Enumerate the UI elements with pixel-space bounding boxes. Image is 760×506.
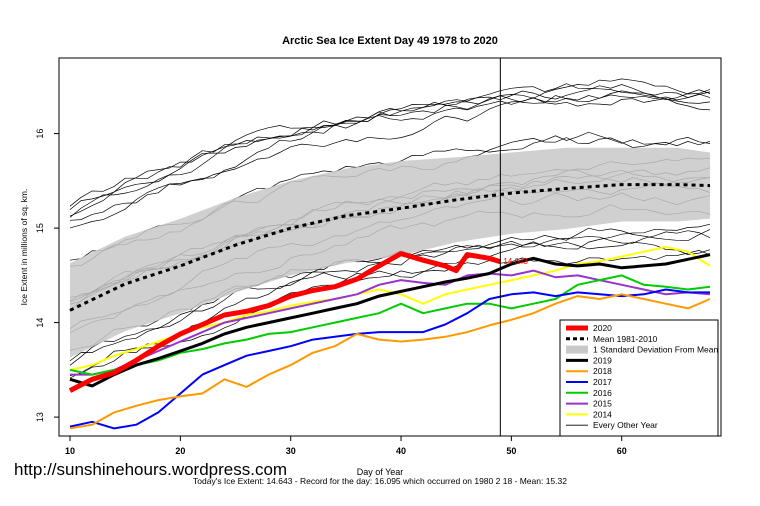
y-tick-label: 13 [35,412,45,422]
legend-swatch [566,345,588,354]
y-tick-label: 16 [35,129,45,139]
every-other-year-line [69,90,711,221]
every-other-year-line [69,83,711,218]
x-axis-ticks: 10 20 30 40 50 60 [65,436,627,456]
chart-title: Arctic Sea Ice Extent Day 49 1978 to 202… [282,35,498,47]
x-tick-label: 40 [396,446,406,456]
legend-label: 1 Standard Deviation From Mean [593,345,718,355]
mean-line-group [69,183,711,312]
series-line-2019 [69,253,711,388]
legend-label: 2017 [593,377,612,387]
series-lines [68,246,711,430]
y-tick-label: 15 [35,223,45,233]
legend-label: 2018 [593,366,612,376]
legend-label: Every Other Year [593,420,658,430]
legend-label: 2015 [593,399,612,409]
legend-box [559,319,719,437]
x-tick-label: 60 [617,446,627,456]
every-other-year-line [69,97,711,229]
current-value-label: 14.643 [503,257,528,266]
y-axis-ticks: 13 14 15 16 [35,129,59,422]
every-other-year-line [69,78,711,207]
legend-label: Mean 1981-2010 [593,334,658,344]
x-tick-label: 50 [506,446,516,456]
every-other-year-line [69,91,711,210]
x-tick-label: 10 [65,446,75,456]
series-line-2015 [70,269,711,376]
legend-label: 2016 [593,388,612,398]
series-line-2020 [68,251,502,393]
series-line-2018 [69,293,711,430]
series-line-2016 [69,274,711,376]
x-tick-label: 30 [286,446,296,456]
footer-stats: Today's Ice Extent: 14.643 - Record for … [193,476,567,486]
watermark-url: http://sunshinehours.wordpress.com [14,460,288,479]
x-tick-label: 20 [175,446,185,456]
y-tick-label: 14 [35,318,45,328]
y-axis-label: Ice Extent in millions of sq. km. [19,189,29,306]
legend-label: 2019 [593,355,612,365]
std-band-area [70,147,710,358]
mean-1981-2010-line [69,183,711,312]
std-deviation-band [70,147,710,358]
x-axis-label: Day of Year [356,467,404,477]
legend-label: 2020 [593,323,612,333]
legend-label: 2014 [593,409,612,419]
